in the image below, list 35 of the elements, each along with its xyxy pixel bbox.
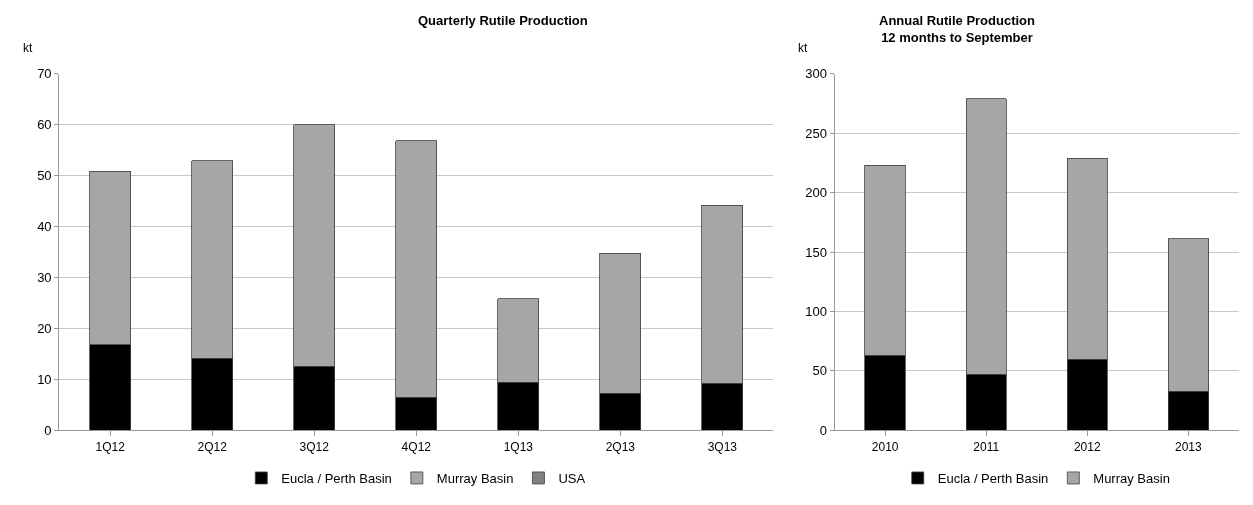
x-tick-label: 1Q13	[503, 439, 534, 454]
legend-label: USA	[558, 471, 586, 487]
x-tick-label: 2010	[871, 439, 899, 454]
legend-label: Murray Basin	[436, 471, 514, 487]
y-tick-label: 10	[37, 371, 52, 387]
y-tick-label: 70	[37, 66, 52, 82]
x-tick-label: 2012	[1073, 439, 1101, 454]
y-tick-label: 150	[805, 244, 828, 260]
legend-label: Eucla / Perth Basin	[281, 471, 392, 487]
chart-title: Annual Rutile Production 12 months to September	[879, 13, 1036, 45]
y-tick-label: 100	[805, 304, 828, 319]
y-tick-label: 300	[805, 66, 828, 82]
y-tick-label: 200	[805, 185, 828, 201]
legend-label: Eucla / Perth Basin	[937, 471, 1049, 487]
x-tick-label: 3Q12	[299, 439, 330, 454]
chart-title: Quarterly Rutile Production	[418, 13, 588, 28]
x-tick-label: 2011	[973, 439, 1000, 454]
x-tick-label: 1Q12	[95, 439, 126, 454]
legend-label: Murray Basin	[1093, 471, 1170, 487]
y-tick-label: 60	[37, 117, 52, 133]
y-tick-label: 0	[44, 422, 52, 438]
x-tick-label: 3Q13	[707, 439, 738, 454]
y-tick-label: 50	[37, 168, 52, 184]
y-tick-label: 50	[812, 363, 828, 379]
y-tick-label: 30	[37, 270, 52, 286]
x-tick-label: 2013	[1174, 439, 1203, 454]
x-tick-label: 2Q13	[605, 439, 636, 454]
y-axis-title: kt	[23, 41, 33, 55]
y-axis-title: kt	[798, 41, 808, 55]
x-tick-label: 2Q12	[197, 439, 228, 454]
y-tick-label: 20	[37, 320, 52, 336]
x-tick-label: 4Q12	[401, 439, 432, 454]
y-tick-label: 0	[819, 422, 828, 438]
y-tick-label: 40	[37, 219, 52, 235]
y-tick-label: 250	[805, 125, 828, 141]
